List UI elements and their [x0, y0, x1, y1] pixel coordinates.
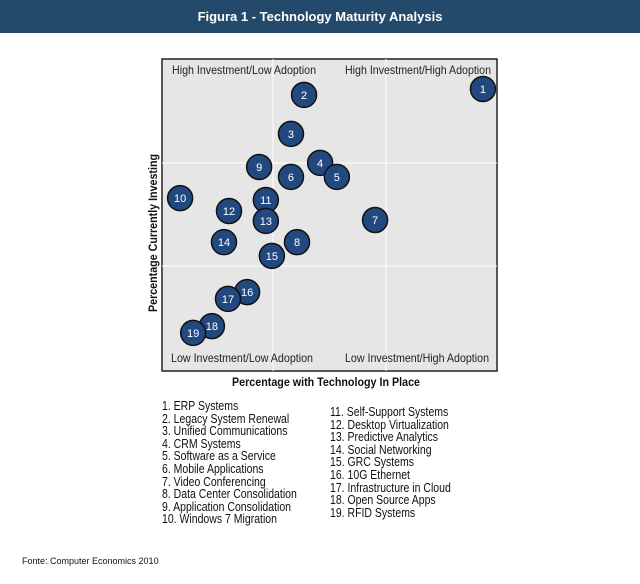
legend-left: 1. ERP Systems 2. Legacy System Renewal 3.… [162, 400, 297, 526]
bubble-label: 5 [334, 172, 340, 184]
legend-item: 1. ERP Systems [162, 399, 239, 413]
data-point-7: 7 [361, 206, 389, 234]
data-point-5: 5 [323, 163, 351, 191]
bubble-label: 16 [241, 287, 253, 299]
quadrant-label-bottom-right: Low Investment/High Adoption [345, 351, 489, 365]
x-axis-label: Percentage with Technology In Place [232, 375, 420, 389]
bubble-label: 13 [260, 216, 272, 228]
figure-header: Figura 1 - Technology Maturity Analysis [0, 0, 640, 33]
bubble-label: 2 [301, 90, 307, 102]
bubble-marker [361, 206, 389, 234]
data-point-6: 6 [277, 163, 305, 191]
y-axis-label: Percentage Currently Investing [146, 154, 160, 312]
scatter-chart: High Investment/Low Adoption High Invest… [146, 58, 498, 389]
bubble-label: 3 [288, 129, 294, 141]
legend-item: 16. 10G Ethernet [330, 467, 410, 482]
legend-item: 4. CRM Systems [162, 436, 241, 451]
bubble-label: 1 [480, 84, 486, 96]
bubble-label: 15 [266, 251, 278, 263]
data-point-1: 1 [469, 75, 497, 103]
data-point-2: 2 [290, 81, 318, 109]
bubble-marker [214, 285, 242, 313]
bubble-label: 8 [294, 237, 300, 249]
legend-item: 6. Mobile Applications [162, 461, 264, 476]
data-point-3: 3 [277, 120, 305, 148]
data-point-14: 14 [210, 228, 238, 256]
data-point-10: 10 [166, 184, 194, 212]
legend-item: 12. Desktop Virtualization [330, 417, 449, 432]
bubble-marker [258, 242, 286, 270]
quadrant-label-top-right: High Investment/High Adoption [345, 63, 491, 77]
legend-item: 18. Open Source Apps [330, 493, 436, 508]
legend-item: 19. RFID Systems [330, 505, 416, 520]
figure-title: Figura 1 - Technology Maturity Analysis [197, 9, 443, 24]
legend-item: 3. Unified Communications [162, 424, 288, 439]
legend-item: 8. Data Center Consolidation [162, 487, 297, 502]
data-point-13: 13 [252, 207, 280, 235]
bubble-marker [323, 163, 351, 191]
legend-item: 17. Infrastructure in Cloud [330, 480, 451, 495]
bubble-label: 14 [218, 237, 230, 249]
bubble-marker [215, 197, 243, 225]
data-point-17: 17 [214, 285, 242, 313]
data-point-11: 11 [252, 186, 280, 214]
bubble-marker [252, 207, 280, 235]
bubble-marker [277, 120, 305, 148]
source-note: Fonte: Computer Economics 2010 [22, 556, 159, 566]
bubble-marker [283, 228, 311, 256]
bubble-marker [179, 319, 207, 347]
legend-item: 10. Windows 7 Migration [162, 512, 277, 527]
bubble-label: 9 [256, 162, 262, 174]
quadrant-label-top-left: High Investment/Low Adoption [172, 63, 316, 77]
quadrant-label-bottom-left: Low Investment/Low Adoption [171, 351, 313, 365]
bubble-label: 12 [223, 206, 235, 218]
data-point-9: 9 [245, 153, 273, 181]
bubble-marker [245, 153, 273, 181]
legend-right: 11. Self-Support Systems 12. Desktop Virt… [330, 406, 451, 519]
bubble-marker [290, 81, 318, 109]
legend-item: 2. Legacy System Renewal [162, 411, 290, 426]
bubble-marker [210, 228, 238, 256]
legend-item: 15. GRC Systems [330, 455, 415, 470]
bubble-label: 18 [206, 321, 218, 333]
data-point-12: 12 [215, 197, 243, 225]
legend-item: 7. Video Conferencing [162, 474, 266, 489]
bubble-label: 10 [174, 193, 186, 205]
legend-item: 5. Software as a Service [162, 449, 276, 464]
bubble-label: 19 [187, 328, 199, 340]
bubble-label: 7 [372, 215, 378, 227]
bubble-marker [469, 75, 497, 103]
legend-item: 11. Self-Support Systems [330, 405, 449, 419]
legend-item: 9. Application Consolidation [162, 499, 292, 514]
data-point-19: 19 [179, 319, 207, 347]
bubble-label: 17 [222, 294, 234, 306]
bubble-marker [277, 163, 305, 191]
bubble-label: 6 [288, 172, 294, 184]
data-point-8: 8 [283, 228, 311, 256]
bubble-marker [166, 184, 194, 212]
legend-item: 14. Social Networking [330, 442, 432, 457]
bubble-label: 4 [317, 158, 323, 170]
data-point-15: 15 [258, 242, 286, 270]
legend-item: 13. Predictive Analytics [330, 430, 438, 445]
bubble-label: 11 [260, 195, 271, 207]
